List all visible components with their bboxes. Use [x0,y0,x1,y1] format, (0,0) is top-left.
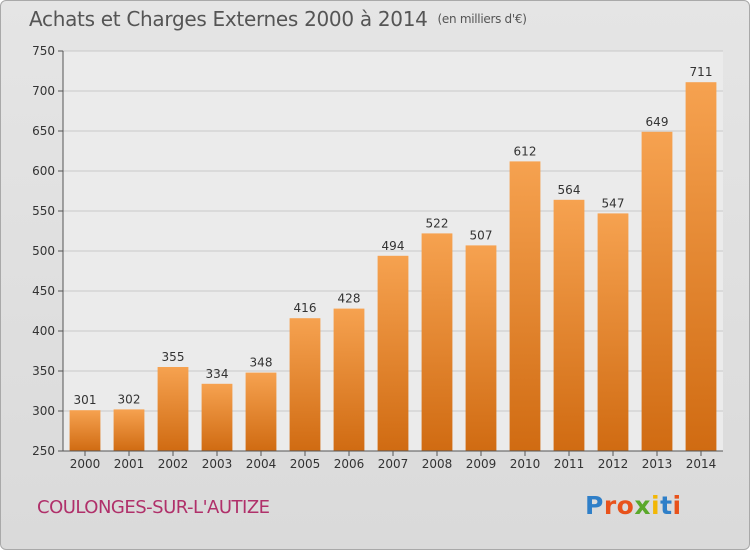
data-label: 301 [74,393,97,407]
x-tick-label: 2004 [246,457,277,471]
proxiti-logo: Proxiti [585,491,682,520]
data-label: 507 [470,228,493,242]
bar-2004 [245,372,277,451]
bar-2011 [553,199,585,451]
logo-letter: P [585,491,604,520]
data-label: 334 [206,367,229,381]
data-label: 522 [426,216,449,230]
data-label: 547 [602,196,625,210]
x-tick-label: 2003 [202,457,233,471]
x-tick-label: 2001 [114,457,145,471]
bar-2009 [465,245,497,451]
data-label: 649 [646,115,669,129]
chart-title-text: Achats et Charges Externes 2000 à 2014 [29,7,428,31]
x-tick-label: 2009 [466,457,497,471]
data-label: 355 [162,350,185,364]
x-tick-label: 2011 [554,457,585,471]
logo-letter: r [603,491,617,520]
y-tick-label: 600 [32,164,55,178]
x-tick-label: 2005 [290,457,321,471]
logo-letter: t [660,491,673,520]
y-tick-label: 300 [32,404,55,418]
bar-2010 [509,161,541,451]
bar-2001 [113,409,145,451]
data-label: 416 [294,301,317,315]
bar-2003 [201,383,233,451]
y-tick-label: 350 [32,364,55,378]
logo-letter: i [672,491,682,520]
logo-letter: o [616,491,635,520]
x-tick-label: 2013 [642,457,673,471]
data-label: 564 [558,183,581,197]
x-tick-label: 2012 [598,457,629,471]
y-tick-label: 650 [32,124,55,138]
bar-2008 [421,233,453,451]
bar-2006 [333,308,365,451]
y-tick-label: 500 [32,244,55,258]
y-tick-label: 450 [32,284,55,298]
y-tick-label: 250 [32,444,55,458]
x-tick-label: 2014 [686,457,717,471]
x-tick-label: 2002 [158,457,189,471]
data-label: 494 [382,239,405,253]
data-label: 302 [118,392,141,406]
y-tick-label: 700 [32,84,55,98]
data-label: 612 [514,144,537,158]
bar-2014 [685,82,717,451]
bar-2002 [157,367,189,451]
data-label: 348 [250,356,273,370]
y-tick-label: 550 [32,204,55,218]
x-tick-label: 2008 [422,457,453,471]
logo-letter: i [651,491,661,520]
chart-unit: (en milliers d'€) [437,12,527,26]
bar-2007 [377,255,409,451]
logo-letter: x [634,491,651,520]
x-tick-label: 2007 [378,457,409,471]
bar-2012 [597,213,629,451]
y-tick-label: 750 [32,44,55,58]
bar-2005 [289,318,321,451]
y-tick-label: 400 [32,324,55,338]
x-tick-label: 2000 [70,457,101,471]
commune-name: COULONGES-SUR-L'AUTIZE [37,497,270,518]
data-label: 428 [338,292,361,306]
bar-2000 [69,410,101,451]
data-label: 711 [690,65,713,79]
chart-title: Achats et Charges Externes 2000 à 2014 (e… [29,7,527,31]
x-tick-label: 2010 [510,457,541,471]
bar-2013 [641,131,673,452]
x-tick-label: 2006 [334,457,365,471]
